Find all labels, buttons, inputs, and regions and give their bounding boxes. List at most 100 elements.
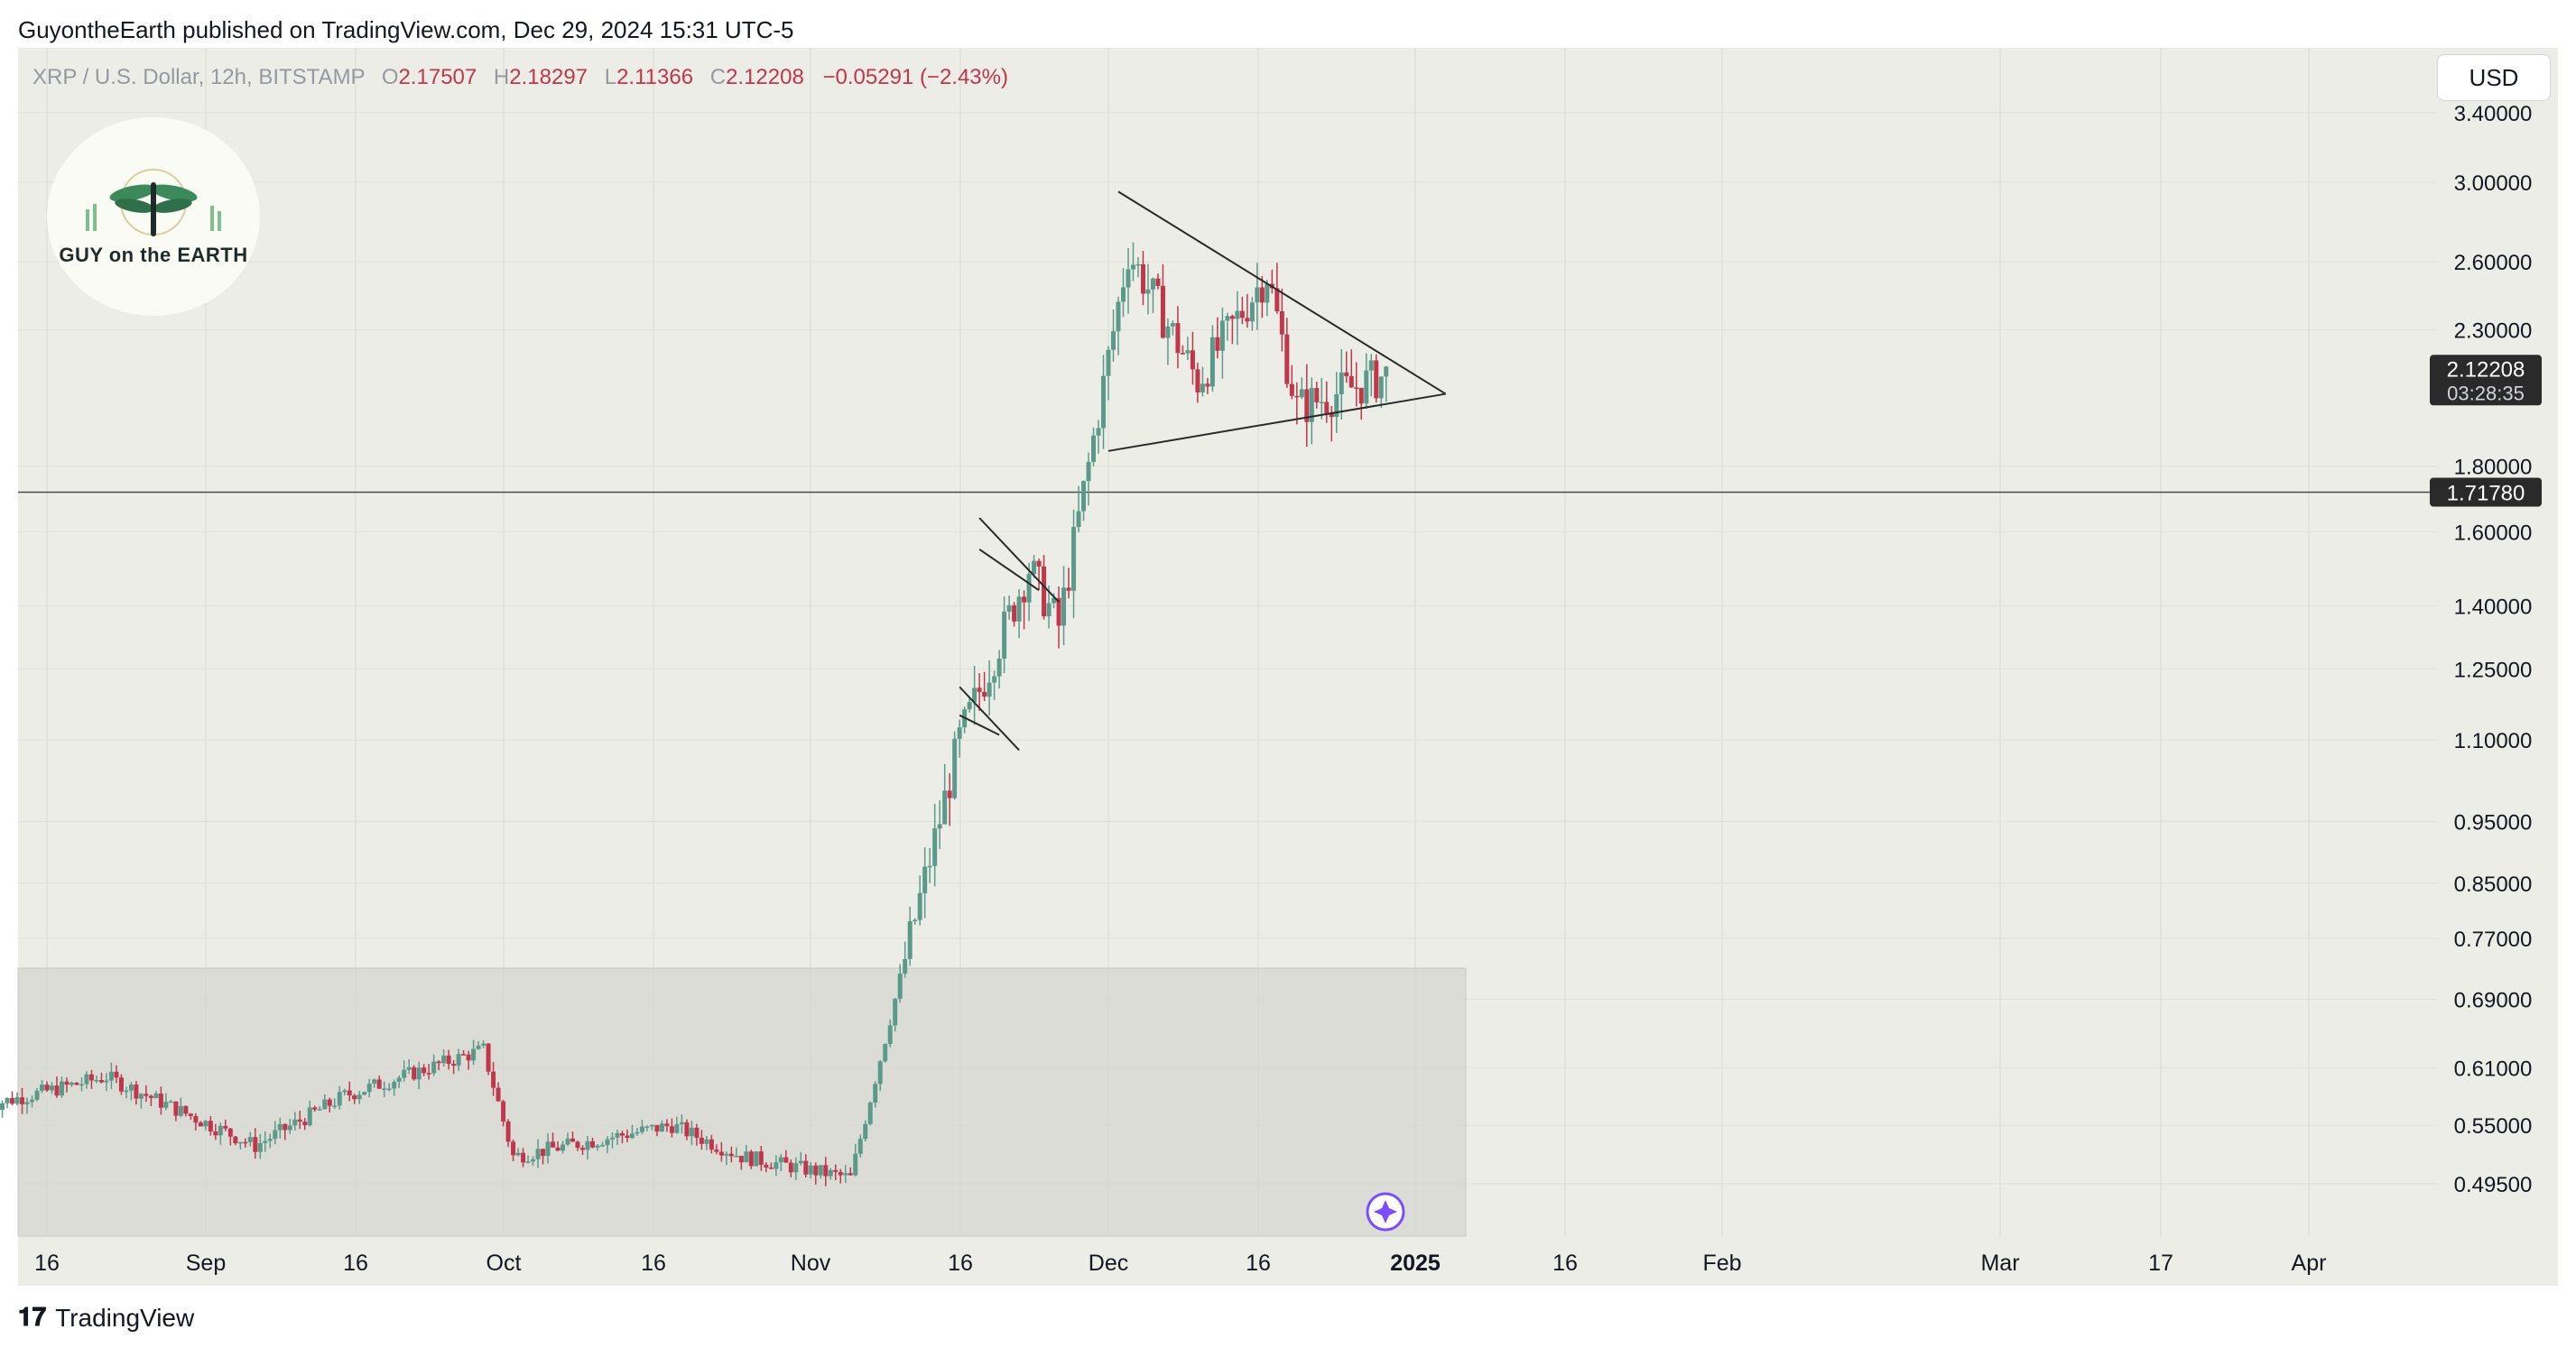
candle bbox=[1185, 337, 1191, 361]
candle bbox=[30, 1095, 35, 1108]
candle bbox=[1032, 555, 1037, 578]
candle-body bbox=[917, 892, 922, 920]
candle-body bbox=[69, 1083, 74, 1085]
candle-body bbox=[1294, 395, 1300, 398]
candle bbox=[903, 941, 908, 978]
candle-body bbox=[223, 1125, 228, 1129]
candle-body bbox=[1101, 375, 1107, 429]
currency-button[interactable]: USD bbox=[2437, 54, 2551, 101]
candle-body bbox=[833, 1169, 839, 1172]
candle bbox=[1358, 387, 1364, 420]
candle-body bbox=[565, 1138, 570, 1145]
candle bbox=[213, 1123, 218, 1140]
candle-body bbox=[441, 1055, 447, 1064]
candle bbox=[853, 1143, 858, 1177]
candle-body bbox=[1265, 283, 1270, 303]
candle bbox=[887, 1019, 893, 1048]
candle bbox=[496, 1082, 501, 1103]
candle-body bbox=[79, 1084, 84, 1086]
candle-body bbox=[714, 1149, 719, 1152]
candle-body bbox=[1096, 428, 1101, 436]
candle-body bbox=[382, 1088, 387, 1090]
candle bbox=[461, 1049, 467, 1056]
candle-body bbox=[267, 1139, 273, 1141]
candle bbox=[1269, 269, 1274, 294]
candle-body bbox=[1374, 360, 1379, 399]
candle-body bbox=[98, 1079, 104, 1083]
candle bbox=[1364, 353, 1369, 410]
candle-body bbox=[1120, 287, 1126, 302]
candle-body bbox=[1006, 605, 1012, 612]
candle-body bbox=[555, 1147, 561, 1151]
candle-body bbox=[863, 1123, 868, 1140]
candle bbox=[1249, 297, 1255, 331]
candle bbox=[1289, 365, 1294, 400]
candle-body bbox=[1384, 366, 1389, 377]
candle-body bbox=[10, 1098, 15, 1104]
candle-body bbox=[1036, 560, 1042, 567]
candle bbox=[1304, 364, 1310, 448]
low-value: 2.11366 bbox=[616, 65, 694, 89]
candle bbox=[347, 1081, 352, 1102]
candle bbox=[69, 1081, 74, 1087]
candle-body bbox=[848, 1173, 853, 1176]
candle bbox=[1235, 291, 1240, 346]
candle-body bbox=[34, 1090, 40, 1100]
candle bbox=[863, 1120, 868, 1141]
candle-body bbox=[992, 676, 997, 683]
candle bbox=[1135, 257, 1141, 278]
candle-body bbox=[694, 1127, 700, 1138]
candle-body bbox=[1209, 337, 1215, 387]
candle bbox=[843, 1165, 848, 1183]
candle-body bbox=[114, 1071, 119, 1078]
y-tick-label: 1.60000 bbox=[2454, 521, 2533, 545]
candle-body bbox=[466, 1054, 471, 1061]
candle-body bbox=[153, 1093, 159, 1098]
candle bbox=[659, 1120, 664, 1132]
candle-body bbox=[669, 1126, 674, 1133]
candle-body bbox=[599, 1145, 605, 1147]
candle bbox=[1155, 273, 1161, 290]
candle bbox=[14, 1092, 20, 1106]
candle bbox=[362, 1091, 367, 1096]
candle bbox=[108, 1062, 114, 1090]
candle bbox=[619, 1131, 625, 1144]
candle bbox=[233, 1135, 238, 1146]
candle-body bbox=[982, 691, 987, 697]
candle-body bbox=[94, 1079, 99, 1082]
candle-body bbox=[476, 1045, 481, 1049]
candle-body bbox=[808, 1165, 813, 1175]
candle-body bbox=[525, 1161, 531, 1163]
candle bbox=[183, 1105, 189, 1117]
candle bbox=[1165, 318, 1171, 365]
last-price-value: 2.12208 bbox=[2447, 357, 2525, 382]
candle-body bbox=[754, 1151, 759, 1167]
sparkle-button[interactable] bbox=[1366, 1192, 1405, 1232]
candle bbox=[1126, 247, 1131, 314]
candle-body bbox=[521, 1152, 526, 1163]
candle bbox=[808, 1162, 813, 1179]
candle bbox=[153, 1091, 159, 1099]
candle bbox=[669, 1118, 674, 1138]
candle-body bbox=[163, 1102, 169, 1108]
candle bbox=[1348, 349, 1354, 388]
candle bbox=[1368, 354, 1374, 397]
candle-body bbox=[337, 1092, 342, 1106]
logo-text: GUY on the EARTH bbox=[59, 244, 248, 266]
candle bbox=[114, 1065, 119, 1084]
candle bbox=[803, 1154, 809, 1177]
candle-body bbox=[718, 1151, 724, 1156]
candle bbox=[54, 1076, 60, 1098]
candle-body bbox=[867, 1103, 873, 1124]
x-tick-label: Apr bbox=[2292, 1251, 2327, 1276]
triangle-upper-line bbox=[1117, 190, 1447, 395]
x-tick-label: 16 bbox=[34, 1251, 60, 1276]
candle-body bbox=[684, 1122, 690, 1137]
candle bbox=[1130, 242, 1135, 282]
candle-body bbox=[1061, 587, 1067, 626]
candle-body bbox=[372, 1079, 377, 1085]
candle bbox=[1378, 376, 1384, 408]
candle bbox=[1096, 420, 1101, 454]
candle bbox=[138, 1093, 144, 1109]
